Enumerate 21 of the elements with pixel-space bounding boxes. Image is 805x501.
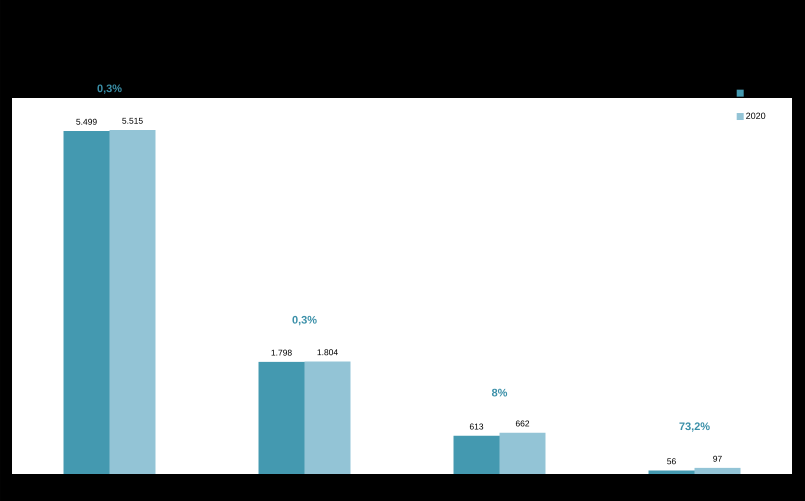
- bar: [64, 130, 110, 474]
- bar: [648, 470, 695, 474]
- bar: [258, 362, 305, 474]
- bar: [110, 130, 156, 474]
- annotation: 8%: [492, 388, 508, 396]
- data-label: 97: [713, 456, 722, 462]
- bar: [500, 432, 546, 474]
- data-label: 5.515: [122, 118, 143, 124]
- annotation: 73,2%: [679, 422, 710, 432]
- text: 0,3%: [97, 84, 122, 94]
- legend-label: 2020: [746, 112, 766, 119]
- data-label: 5.499: [76, 118, 97, 125]
- annotation: 0,3%: [292, 316, 317, 326]
- data-label: 1.804: [318, 349, 338, 356]
- data-label: 56: [667, 458, 676, 464]
- bar: [694, 468, 741, 474]
- bar: [454, 436, 500, 474]
- data-label: 1.798: [272, 350, 292, 356]
- data-label: 613: [470, 424, 484, 430]
- data-label: 662: [516, 420, 530, 426]
- bar: [304, 361, 351, 474]
